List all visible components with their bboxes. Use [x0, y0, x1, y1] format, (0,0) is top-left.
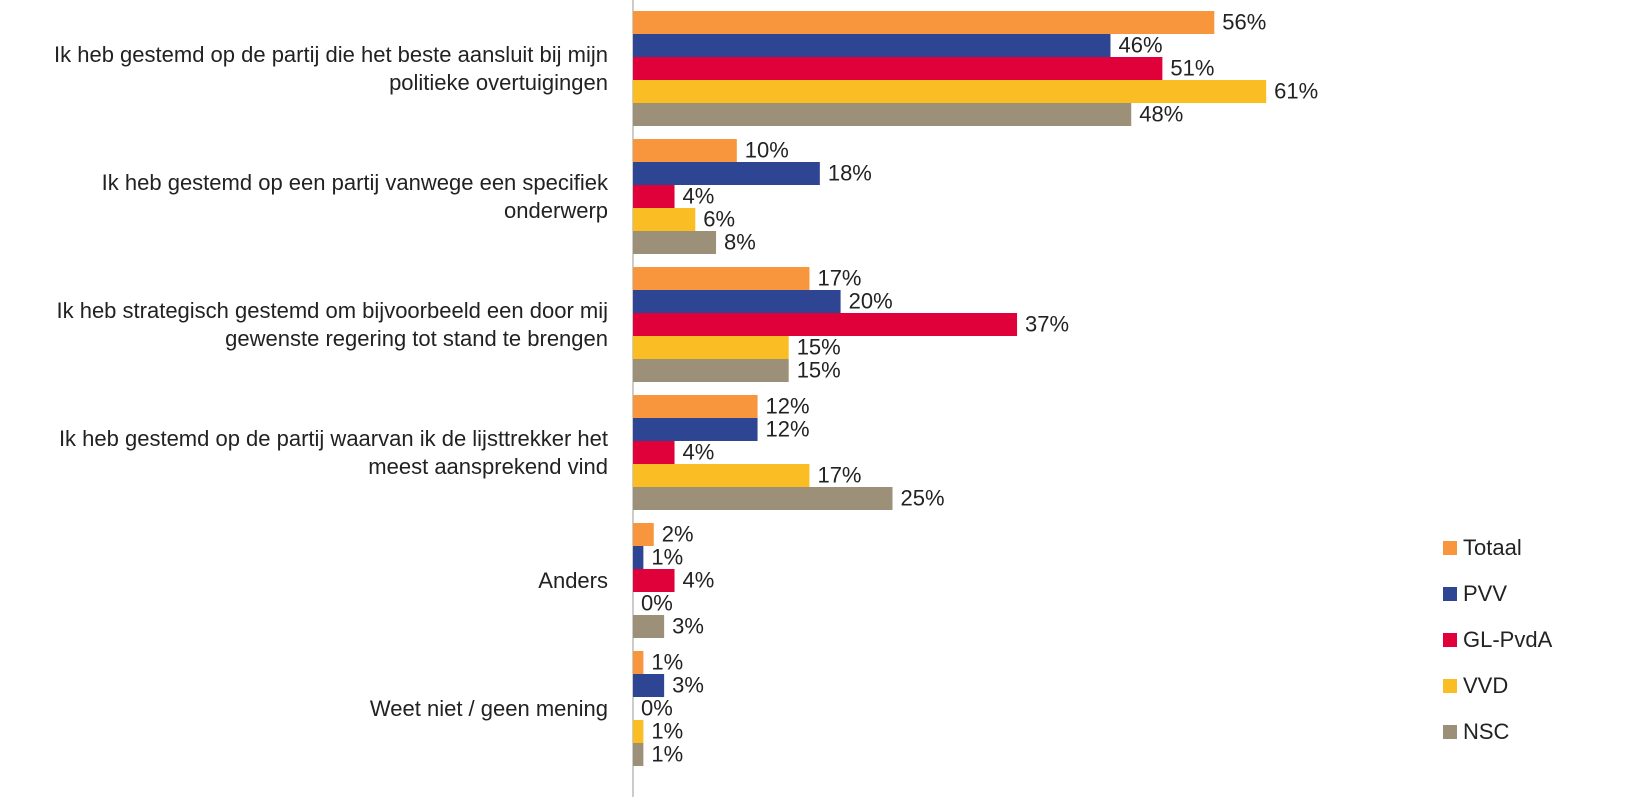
data-label: 51% — [1170, 55, 1214, 80]
legend-swatch — [1443, 633, 1457, 647]
data-label: 37% — [1025, 311, 1069, 336]
data-label: 15% — [797, 334, 841, 359]
category-label: Ik heb gestemd op de partij die het best… — [54, 41, 608, 95]
data-label: 4% — [683, 183, 715, 208]
data-label: 46% — [1118, 32, 1162, 57]
legend-swatch — [1443, 725, 1457, 739]
bar — [633, 441, 675, 464]
bar — [633, 569, 675, 592]
legend-label: PVV — [1463, 581, 1507, 606]
legend-label: NSC — [1463, 719, 1510, 744]
category-label: Anders — [538, 567, 608, 593]
legend-label: GL-PvdA — [1463, 627, 1553, 652]
data-label: 12% — [766, 393, 810, 418]
category-label: Ik heb gestemd op een partij vanwege een… — [101, 169, 608, 223]
bar — [633, 720, 644, 743]
bar — [633, 103, 1132, 126]
bar — [633, 139, 737, 162]
data-label: 3% — [672, 672, 704, 697]
data-label: 6% — [703, 206, 735, 231]
data-label: 20% — [849, 288, 893, 313]
data-label: 0% — [641, 590, 673, 615]
category-label: Ik heb gestemd op de partij waarvan ik d… — [58, 425, 608, 479]
bar — [633, 674, 665, 697]
bar — [633, 336, 789, 359]
category-label: Ik heb strategisch gestemd om bijvoorbee… — [56, 297, 608, 351]
bar — [633, 313, 1018, 336]
bar — [633, 546, 644, 569]
data-label: 61% — [1274, 78, 1318, 103]
data-label: 18% — [828, 160, 872, 185]
bar — [633, 290, 841, 313]
bar — [633, 523, 654, 546]
data-label: 4% — [683, 567, 715, 592]
bar — [633, 418, 758, 441]
bar — [633, 34, 1111, 57]
data-label: 12% — [766, 416, 810, 441]
data-label: 15% — [797, 357, 841, 382]
bar — [633, 359, 789, 382]
bar — [633, 651, 644, 674]
data-label: 1% — [651, 649, 683, 674]
legend-swatch — [1443, 587, 1457, 601]
bar — [633, 208, 696, 231]
data-label: 48% — [1139, 101, 1183, 126]
data-label: 1% — [651, 741, 683, 766]
data-label: 2% — [662, 521, 694, 546]
data-label: 56% — [1222, 9, 1266, 34]
bar — [633, 162, 820, 185]
bar — [633, 267, 810, 290]
data-label: 17% — [817, 265, 861, 290]
bar — [633, 487, 893, 510]
bar — [633, 11, 1215, 34]
data-label: 25% — [901, 485, 945, 510]
bar — [633, 185, 675, 208]
data-label: 1% — [651, 718, 683, 743]
bar — [633, 80, 1267, 103]
bar — [633, 615, 665, 638]
data-label: 10% — [745, 137, 789, 162]
bar — [633, 743, 644, 766]
legend-label: VVD — [1463, 673, 1508, 698]
bar — [633, 395, 758, 418]
data-label: 3% — [672, 613, 704, 638]
bar — [633, 57, 1163, 80]
legend-swatch — [1443, 679, 1457, 693]
legend-swatch — [1443, 541, 1457, 555]
bar — [633, 231, 717, 254]
category-label: Weet niet / geen mening — [369, 695, 608, 721]
legend-label: Totaal — [1463, 535, 1522, 560]
data-label: 8% — [724, 229, 756, 254]
data-label: 0% — [641, 695, 673, 720]
data-label: 17% — [817, 462, 861, 487]
data-label: 1% — [651, 544, 683, 569]
bar — [633, 464, 810, 487]
data-label: 4% — [683, 439, 715, 464]
